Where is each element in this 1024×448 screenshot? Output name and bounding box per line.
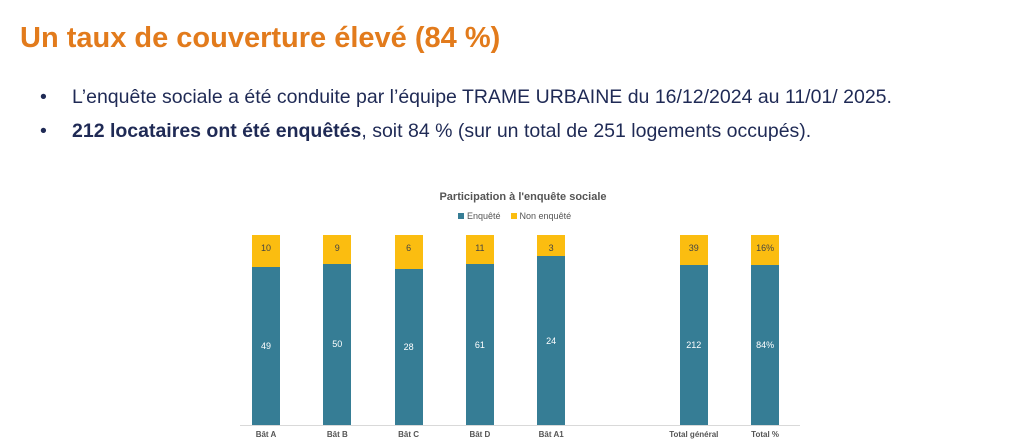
x-tick-label: Bât C: [398, 430, 420, 439]
legend-item-enquete: Enquêté: [458, 211, 501, 221]
x-tick-label: Total %: [751, 430, 780, 439]
bullet-text: , soit 84 % (sur un total de 251 logemen…: [361, 120, 812, 142]
bullet-coverage: • 212 locataires ont été enquêtés, soit 8…: [40, 120, 811, 143]
chart-title: Participation à l'enquête sociale: [439, 191, 607, 203]
bar-segment-enquete: 61: [465, 264, 494, 425]
data-label: 10: [260, 243, 271, 253]
bar-segment-non-enquete: 16%: [751, 235, 780, 266]
bar-3: 11 61: [465, 235, 494, 425]
bullet-survey-dates: • L’enquête sociale a été conduite par l’…: [40, 86, 892, 109]
bar-segment-enquete: 84%: [751, 265, 780, 425]
bar-segment-non-enquete: 9: [323, 235, 352, 264]
bullet-text: L’enquête sociale a été conduite par l’é…: [72, 86, 892, 108]
x-tick-label: Bât D: [469, 430, 491, 439]
slide-title: Un taux de couverture élevé (84 %): [20, 22, 501, 54]
data-label: 49: [260, 341, 271, 352]
x-tick-label: Total général: [669, 430, 719, 439]
x-tick-label: Bât B: [326, 430, 348, 439]
bar-segment-non-enquete: 39: [679, 235, 708, 265]
bar-segment-enquete: 49: [252, 267, 280, 425]
bar-2: 6 28: [394, 235, 423, 425]
bar-segment-non-enquete: 10: [252, 235, 280, 268]
legend-label: Enquêté: [467, 211, 501, 221]
bullet-bold: 212 locataires ont été enquêtés: [72, 120, 362, 142]
bar-1: 9 50: [323, 235, 352, 425]
x-tick-label: Bât A1: [538, 430, 564, 439]
bar-5: 39 212: [679, 235, 708, 425]
bar-segment-non-enquete: 3: [537, 235, 566, 257]
bar-4: 3 24: [537, 235, 566, 425]
chart-legend: Enquêté Non enquêté: [458, 211, 571, 221]
data-label: 24: [546, 335, 557, 346]
x-axis-line: [240, 425, 800, 426]
bullet-dot: •: [40, 120, 47, 142]
bar-segment-enquete: 50: [323, 263, 352, 425]
bar-segment-enquete: 212: [679, 264, 708, 425]
data-label: 9: [334, 243, 340, 253]
bar-0: 10 49: [252, 235, 280, 425]
data-label: 11: [475, 243, 485, 253]
data-label: 39: [688, 243, 699, 253]
bar-segment-enquete: 28: [394, 268, 423, 425]
bar-6: 16% 84%: [751, 235, 780, 425]
bar-segment-non-enquete: 6: [394, 235, 423, 269]
legend-item-non-enquete: Non enquêté: [510, 211, 572, 221]
data-label: 84%: [756, 340, 775, 351]
data-label: 3: [548, 243, 554, 253]
legend-label: Non enquêté: [519, 211, 572, 221]
data-label: 6: [406, 243, 412, 253]
data-label: 61: [474, 339, 485, 350]
data-label: 50: [332, 339, 343, 350]
x-tick-label: Bât A: [255, 430, 277, 439]
legend-swatch: [510, 213, 517, 219]
data-label: 212: [686, 339, 702, 350]
bar-segment-non-enquete: 11: [465, 235, 494, 265]
legend-swatch: [458, 213, 464, 219]
data-label: 28: [403, 341, 414, 352]
data-label: 16%: [756, 243, 775, 253]
bar-segment-enquete: 24: [537, 256, 566, 425]
bullet-dot: •: [40, 86, 47, 108]
